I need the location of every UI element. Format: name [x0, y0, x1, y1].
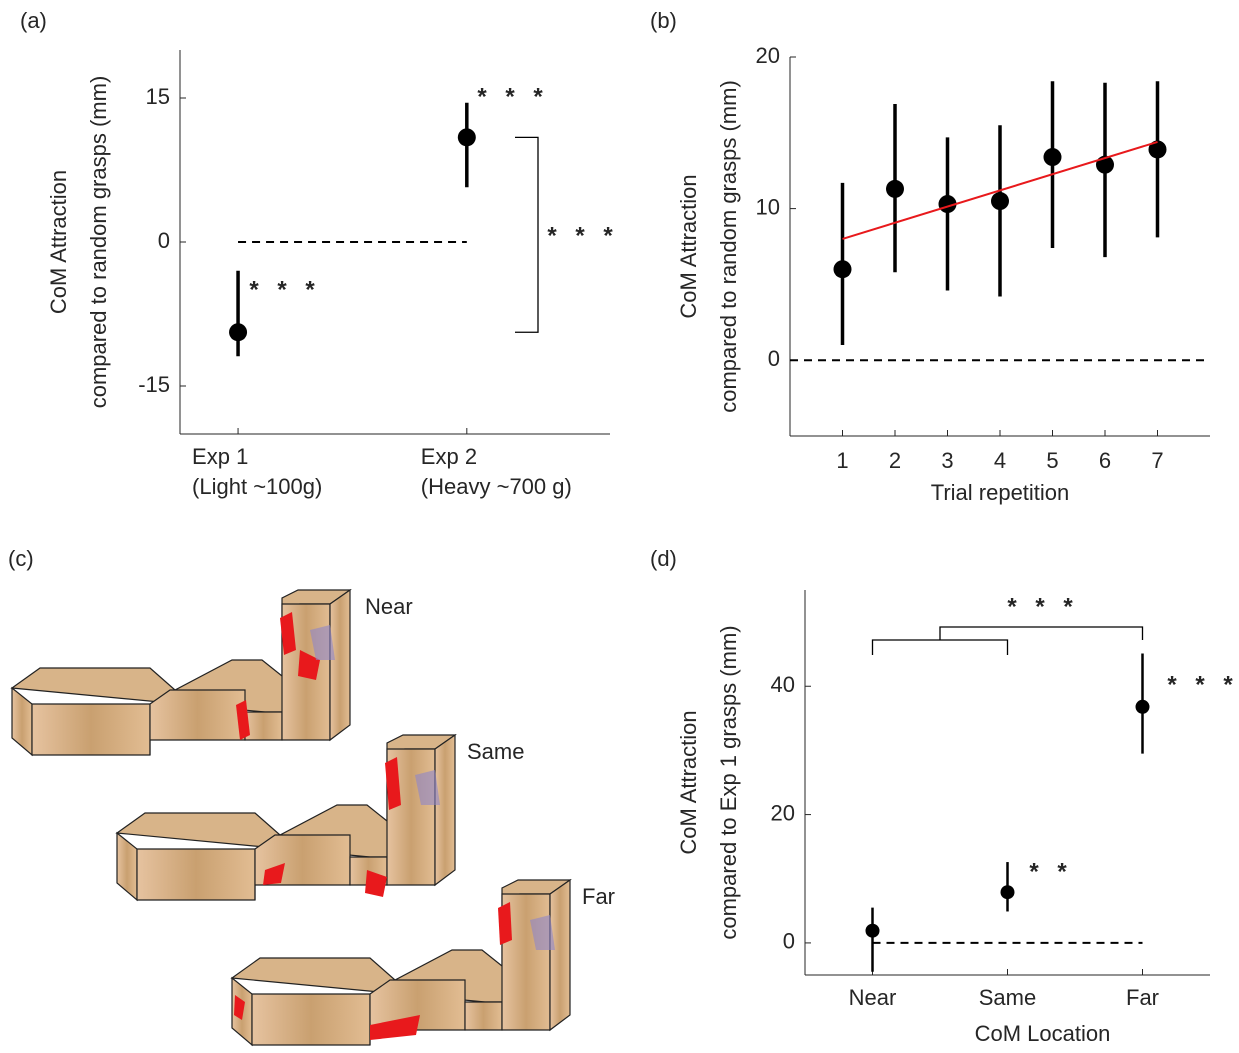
y-tick-label: 20: [756, 43, 780, 68]
x-tick-label: 2: [889, 448, 901, 473]
x-tick-label: Same: [979, 985, 1036, 1010]
data-point: [866, 924, 880, 938]
block: [232, 880, 570, 1045]
x-tick-label: 7: [1151, 448, 1163, 473]
x-tick-label: 3: [941, 448, 953, 473]
significance-label: * * *: [547, 222, 618, 249]
panel-label: (a): [20, 8, 47, 33]
y-tick-label: 0: [158, 228, 170, 253]
x-axis-label: Trial repetition: [931, 480, 1070, 505]
x-tick-label: Exp 1: [192, 444, 248, 469]
data-point: [1044, 148, 1062, 166]
data-point: [886, 180, 904, 198]
figure: (c): [0, 0, 1239, 1048]
block-label: Far: [582, 884, 615, 909]
y-tick-label: 15: [146, 84, 170, 109]
y-tick-label: -15: [138, 372, 170, 397]
block-label: Same: [467, 739, 524, 764]
block: [12, 590, 350, 755]
significance-label: * * *: [477, 83, 548, 110]
data-point: [834, 260, 852, 278]
significance-label: * * *: [249, 276, 320, 303]
y-tick-label: 0: [783, 929, 795, 954]
data-point: [1136, 700, 1150, 714]
significance-bracket: [940, 627, 1143, 640]
x-axis-label: CoM Location: [975, 1021, 1111, 1046]
x-tick-label: 5: [1046, 448, 1058, 473]
block-illustration: Near Same Far: [12, 590, 615, 1045]
y-axis-label: compared to random grasps (mm): [716, 80, 741, 413]
y-tick-label: 10: [756, 194, 780, 219]
x-tick-label: Far: [1126, 985, 1159, 1010]
y-tick-label: 0: [768, 346, 780, 371]
y-axis-label: compared to random grasps (mm): [86, 76, 111, 409]
data-point: [1001, 885, 1015, 899]
y-axis-label: compared to Exp 1 grasps (mm): [716, 625, 741, 939]
block: [117, 735, 455, 900]
significance-label: * * *: [1007, 593, 1078, 620]
significance-label: * * *: [1167, 671, 1238, 698]
data-point: [991, 192, 1009, 210]
data-point: [229, 323, 247, 341]
y-tick-label: 20: [771, 800, 795, 825]
y-axis-label: CoM Attraction: [676, 710, 701, 854]
block-label: Near: [365, 594, 413, 619]
x-tick-sublabel: (Light ~100g): [192, 474, 322, 499]
page: (c): [0, 0, 1239, 1053]
y-axis-label: CoM Attraction: [46, 170, 71, 314]
panel-label: (c): [8, 546, 34, 571]
significance-label: * *: [1029, 858, 1072, 885]
panel-label: (d): [650, 546, 677, 571]
data-point: [458, 128, 476, 146]
y-axis-label: CoM Attraction: [676, 174, 701, 318]
significance-bracket: [873, 640, 1008, 655]
x-tick-label: Near: [849, 985, 897, 1010]
x-tick-label: 1: [836, 448, 848, 473]
panel-label: (b): [650, 8, 677, 33]
x-tick-label: 6: [1099, 448, 1111, 473]
significance-bracket: [515, 137, 538, 332]
y-tick-label: 40: [771, 672, 795, 697]
x-tick-label: 4: [994, 448, 1006, 473]
x-tick-sublabel: (Heavy ~700 g): [421, 474, 572, 499]
x-tick-label: Exp 2: [421, 444, 477, 469]
